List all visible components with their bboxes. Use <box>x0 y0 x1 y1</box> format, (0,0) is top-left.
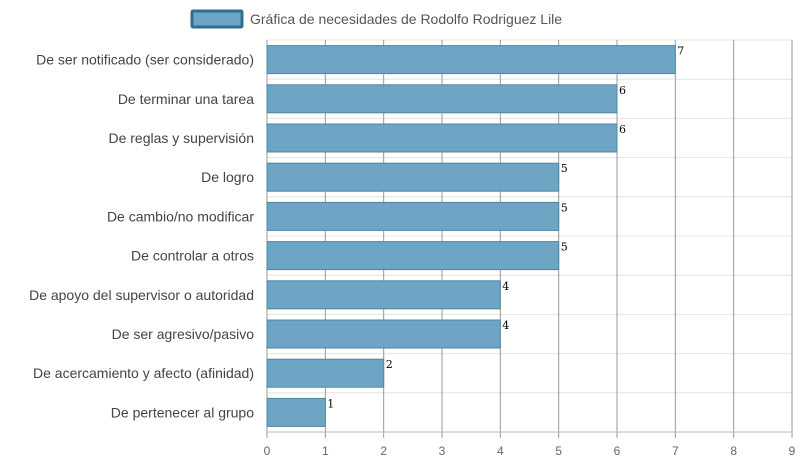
bar[interactable] <box>266 162 560 192</box>
category-label: De pertenecer al grupo <box>111 404 254 420</box>
data-label: 5 <box>561 201 568 214</box>
bar[interactable] <box>266 397 326 427</box>
bars <box>266 45 676 427</box>
x-tick-label: 2 <box>380 444 387 458</box>
x-tick-label: 1 <box>322 444 329 458</box>
bar[interactable] <box>266 358 385 388</box>
x-tick-label: 0 <box>264 444 271 458</box>
bar[interactable] <box>266 319 501 349</box>
category-label: De acercamiento y afecto (afinidad) <box>33 365 254 381</box>
data-label: 7 <box>677 45 684 58</box>
category-label: De reglas y supervisión <box>108 130 254 146</box>
data-label: 6 <box>619 123 626 136</box>
x-tick-label: 6 <box>614 444 621 458</box>
category-label: De logro <box>201 169 254 185</box>
bar[interactable] <box>266 45 676 75</box>
x-tick-label: 5 <box>555 444 562 458</box>
bar[interactable] <box>266 280 501 310</box>
x-tick-label: 8 <box>730 444 737 458</box>
x-tick-label: 3 <box>439 444 446 458</box>
bar[interactable] <box>266 123 618 153</box>
data-label: 1 <box>327 397 334 410</box>
category-label: De apoyo del supervisor o autoridad <box>29 287 254 303</box>
data-label: 5 <box>561 162 568 175</box>
legend-label: Gráfica de necesidades de Rodolfo Rodrig… <box>250 11 562 27</box>
data-label: 4 <box>502 280 509 293</box>
bar[interactable] <box>266 84 618 114</box>
data-label: 2 <box>386 358 393 371</box>
bar[interactable] <box>266 201 560 231</box>
category-label: De terminar una tarea <box>118 91 254 107</box>
x-axis-ticks: 0 1 2 3 4 5 6 7 8 9 <box>264 444 796 458</box>
category-labels: De ser notificado (ser considerado) De te… <box>29 52 254 421</box>
data-labels: 7 6 6 5 5 5 4 4 2 1 <box>327 45 684 411</box>
category-label: De ser notificado (ser considerado) <box>36 52 254 68</box>
data-label: 5 <box>561 241 568 254</box>
x-tick-label: 7 <box>672 444 679 458</box>
legend-swatch <box>190 9 244 29</box>
data-label: 6 <box>619 84 626 97</box>
bar[interactable] <box>266 241 560 271</box>
category-label: De controlar a otros <box>131 248 254 264</box>
category-label: De cambio/no modificar <box>107 208 254 224</box>
category-label: De ser agresivo/pasivo <box>112 326 255 342</box>
x-tick-label: 9 <box>789 444 796 458</box>
data-label: 4 <box>502 319 509 332</box>
x-tick-label: 4 <box>497 444 504 458</box>
legend[interactable]: Gráfica de necesidades de Rodolfo Rodrig… <box>190 9 562 29</box>
